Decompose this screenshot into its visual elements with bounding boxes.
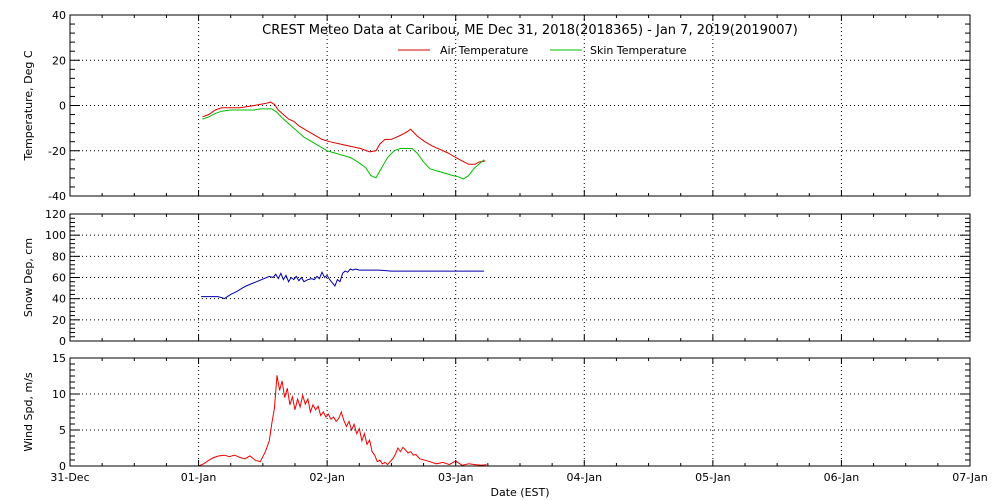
series-line-2 [202,108,485,180]
y-tick-label: 120 [45,208,66,221]
x-tick-label: 02-Jan [309,471,345,484]
y-tick-label: 5 [59,424,66,437]
x-tick-label: 05-Jan [695,471,731,484]
wind-speed-panel: 0 5 10 15 Wind Spd, m/s 31-Dec 01-Jan 02-Jan 03-… [22,352,988,484]
x-tick-label: 06-Jan [824,471,860,484]
series-line-1 [198,375,487,467]
x-axis-label: Date (EST) [490,486,549,499]
series-line-1 [202,101,486,165]
y-tick-label: 10 [52,388,66,401]
x-tick-label: 31-Dec [50,471,89,484]
y-tick-label: 60 [52,272,66,285]
y-tick-label: 15 [52,352,66,365]
x-tick-label: 01-Jan [181,471,217,484]
y-tick-label: 100 [45,229,66,242]
plot-frame [69,357,971,467]
x-tick-label: 07-Jan [952,471,988,484]
legend-label-air: Air Temperature [440,44,529,57]
snow-depth-panel: 0 20 40 60 80 100 120 Snow Dep, cm [22,208,971,348]
y-tick-label: 80 [52,250,66,263]
y-tick-label: 40 [52,9,66,22]
x-tick-label: 03-Jan [438,471,474,484]
y-tick-label: 20 [52,314,66,327]
y-tick-label: 0 [59,335,66,348]
series-line-1 [201,268,484,300]
x-tick-label: 04-Jan [567,471,603,484]
y-tick-label: 40 [52,293,66,306]
y-axis-label: Wind Spd, m/s [22,372,35,452]
y-axis-label: Temperature, Deg C [22,50,35,161]
y-axis-label: Snow Dep, cm [22,238,35,317]
y-tick-label: 20 [52,54,66,67]
y-tick-label: 0 [59,460,66,473]
legend-label-skin: Skin Temperature [590,44,687,57]
y-tick-label: -40 [48,190,66,203]
legend: Air Temperature Skin Temperature [398,44,687,57]
temperature-panel: -40 -20 0 20 40 Temperature, Deg C [22,9,971,203]
y-tick-label: -20 [48,145,66,158]
y-tick-label: 0 [59,100,66,113]
chart-title: CREST Meteo Data at Caribou, ME Dec 31, … [262,23,798,38]
